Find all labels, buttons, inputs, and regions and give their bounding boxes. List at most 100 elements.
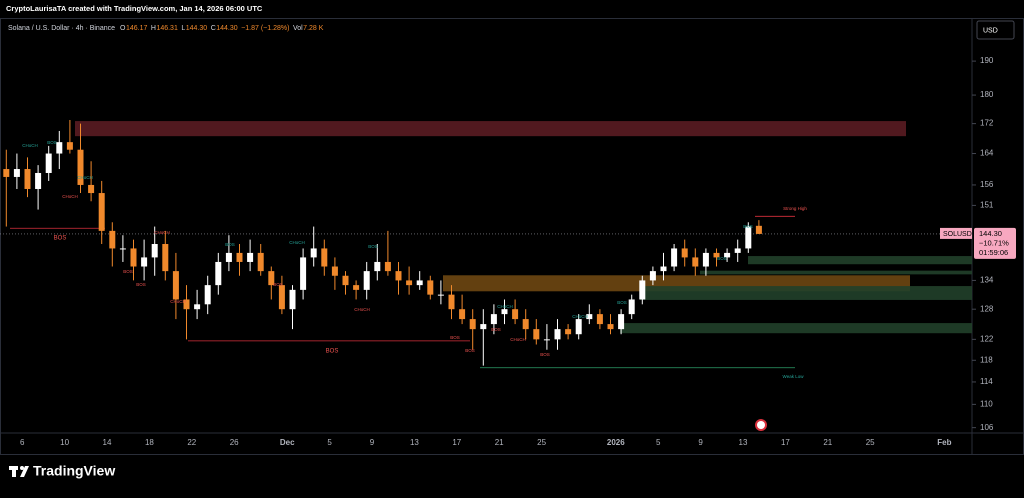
candle-body xyxy=(13,169,20,177)
logo-part xyxy=(12,466,16,477)
candle-body xyxy=(395,271,402,281)
annotation: BOS xyxy=(47,140,57,145)
x-tick-label: 22 xyxy=(187,438,196,447)
y-tick-label: 134 xyxy=(980,276,994,285)
candle-body xyxy=(416,280,423,286)
annotation: BOS xyxy=(54,236,67,242)
price-label-change: −10.71% xyxy=(979,238,1009,247)
brand: TradingView xyxy=(33,463,115,479)
candle-body xyxy=(374,261,381,272)
candle-body xyxy=(501,309,508,315)
candle-body xyxy=(141,257,148,267)
x-tick-label: 26 xyxy=(230,438,239,447)
x-tick-label: 17 xyxy=(452,438,461,447)
annotation: CHoCH xyxy=(62,194,78,199)
candle-body xyxy=(618,314,625,330)
y-tick-label: 122 xyxy=(980,334,994,343)
zone xyxy=(75,121,906,137)
candle-body xyxy=(639,280,646,300)
candle-body xyxy=(215,261,222,286)
annotation: BOS xyxy=(743,224,753,229)
candle-body xyxy=(384,261,391,272)
x-tick-label: 14 xyxy=(103,438,112,447)
candle-body xyxy=(257,252,264,272)
candle-body xyxy=(342,275,349,286)
annotation: BOS xyxy=(465,348,475,353)
annotation: CHoCH xyxy=(170,299,186,304)
y-tick-label: 164 xyxy=(980,149,994,158)
annotation: CHoCH xyxy=(22,143,38,148)
candle-body xyxy=(755,225,762,234)
candle-body xyxy=(98,193,105,231)
ohlc-value: 146.17 xyxy=(126,25,148,32)
annotation: CHoCH xyxy=(154,230,170,235)
candle-body xyxy=(565,329,572,335)
candle-body xyxy=(3,169,10,177)
ohlc-value: 146.31 xyxy=(156,25,178,32)
currency-box[interactable] xyxy=(976,20,1015,40)
candle-body xyxy=(406,280,413,286)
x-tick-label: 21 xyxy=(495,438,504,447)
annotation: BOS xyxy=(717,256,727,261)
candle-body xyxy=(45,153,52,173)
zone xyxy=(700,270,972,275)
x-tick-label: 21 xyxy=(823,438,832,447)
zone xyxy=(620,323,972,334)
candle-body xyxy=(692,257,699,267)
annotation: BOS xyxy=(368,244,378,249)
annotation: BOS xyxy=(225,242,235,247)
annotation: Strong High xyxy=(783,206,807,211)
attribution: CryptoLaurisaTA created with TradingView… xyxy=(6,4,263,13)
candle-body xyxy=(543,339,550,341)
x-tick-label: 17 xyxy=(781,438,790,447)
annotation: Weak Low xyxy=(783,374,805,379)
y-tick-label: 128 xyxy=(980,304,994,313)
candle-body xyxy=(109,230,116,249)
currency: USD xyxy=(983,27,998,34)
candle-body xyxy=(363,271,370,290)
candle-body xyxy=(172,271,179,300)
ohlc-key: H xyxy=(151,25,156,32)
x-tick-label: 13 xyxy=(739,438,748,447)
candle-body xyxy=(289,289,296,310)
price-label: SOLUSD 144.30−10.71%01:59:06 xyxy=(940,227,1016,259)
candle-body xyxy=(734,248,741,253)
candle-body xyxy=(278,285,285,310)
price-label-countdown: 01:59:06 xyxy=(979,248,1008,257)
candle-body xyxy=(713,252,720,258)
zone xyxy=(748,256,972,265)
price-label-symbol: SOLUSD xyxy=(943,231,972,238)
annotation: BOS xyxy=(491,327,501,332)
annotation: CHoCH xyxy=(77,175,93,180)
x-tick-label: 25 xyxy=(537,438,546,447)
x-tick-label: 25 xyxy=(866,438,875,447)
annotation: BOS xyxy=(273,282,283,287)
x-tick-label: 9 xyxy=(370,438,375,447)
y-tick-label: 190 xyxy=(980,56,994,65)
ohlc-value: 144.30 xyxy=(186,25,208,32)
candle-body xyxy=(533,329,540,340)
candle-body xyxy=(448,294,455,310)
candle-body xyxy=(554,329,561,340)
annotation: BOS xyxy=(136,282,146,287)
candle-body xyxy=(300,257,307,290)
brand-logo xyxy=(9,466,29,477)
y-tick-label: 114 xyxy=(980,377,993,386)
y-tick-label: 172 xyxy=(980,119,994,128)
y-tick-label: 156 xyxy=(980,180,994,189)
candle-body xyxy=(162,244,169,272)
price-label-price: 144.30 xyxy=(979,229,1002,238)
y-tick-label: 106 xyxy=(980,423,994,432)
y-tick-label: 118 xyxy=(980,355,993,364)
candle-body xyxy=(596,314,603,325)
annotation: BOS xyxy=(450,335,460,340)
candle-body xyxy=(490,314,497,325)
candle-body xyxy=(702,252,709,267)
zone xyxy=(640,286,972,300)
x-tick-label: 5 xyxy=(327,438,332,447)
candle-body xyxy=(24,169,31,189)
candle-body xyxy=(225,252,232,262)
